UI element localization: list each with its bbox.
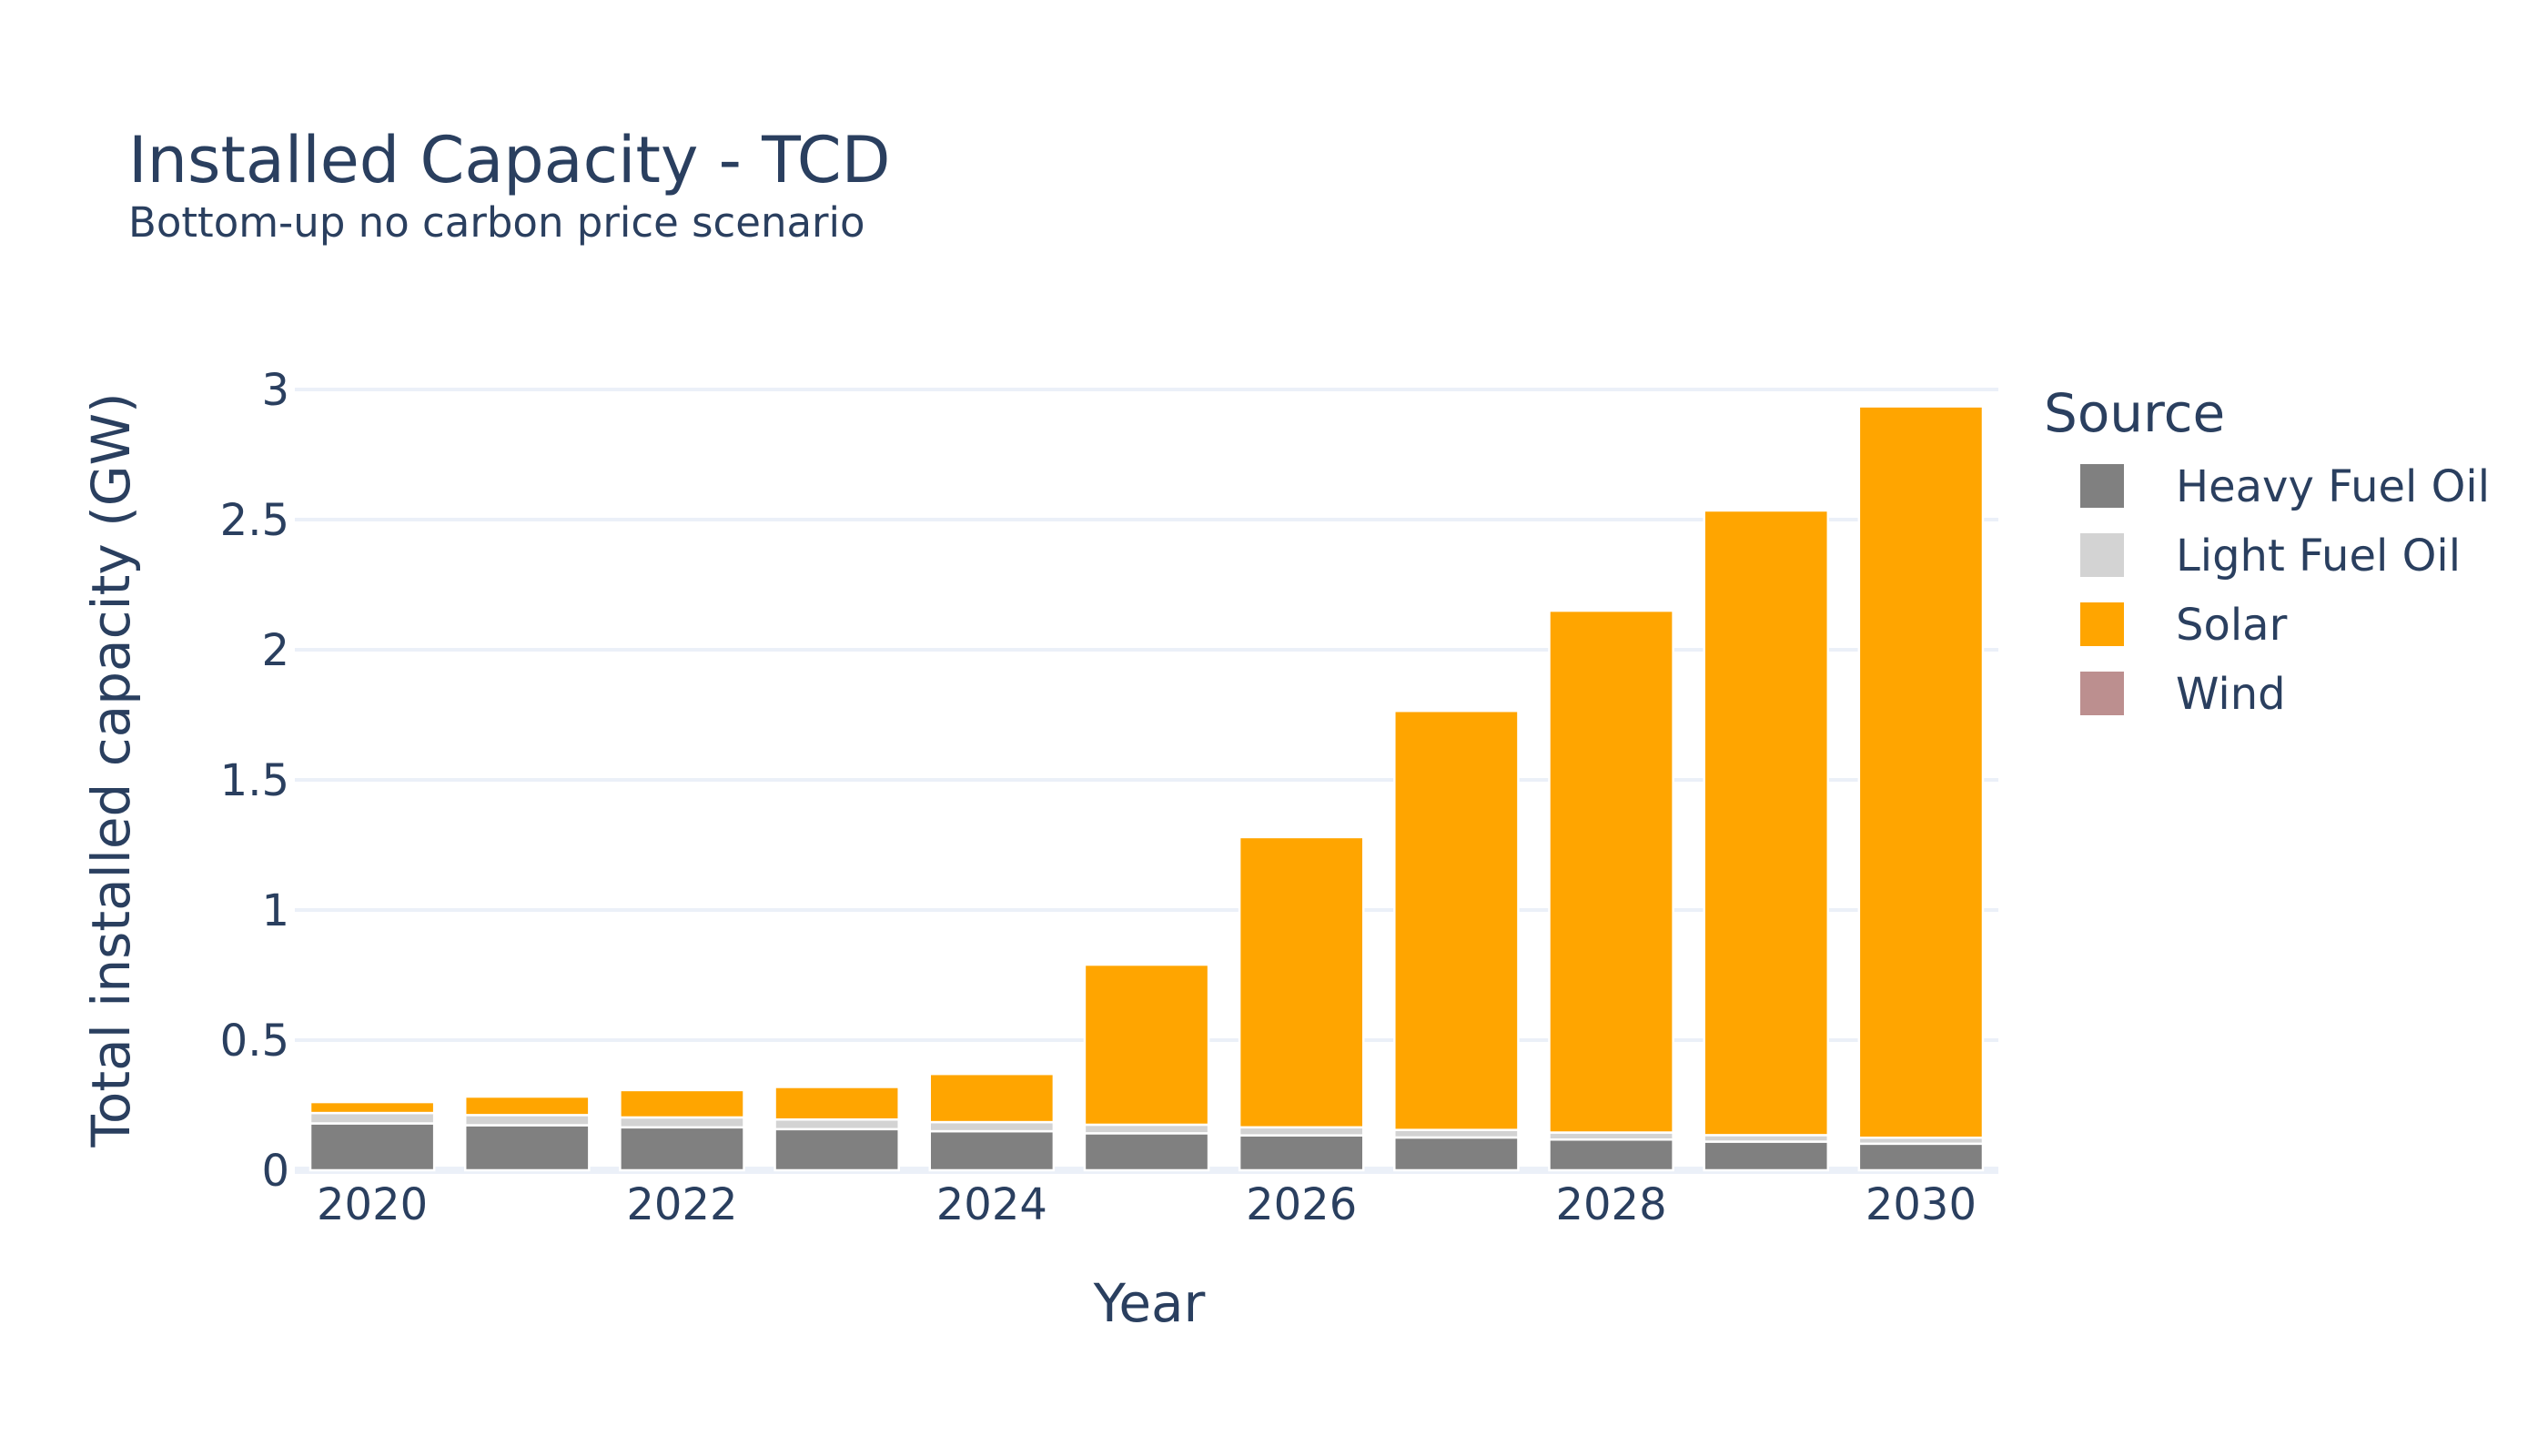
bar-segment <box>1393 709 1520 1131</box>
bar-segment <box>1238 835 1365 1129</box>
y-axis-ticks: 0 0.5 1 1.5 2 2.5 3 <box>220 365 289 1197</box>
bar-segment <box>1238 1134 1365 1172</box>
legend-label: Solar <box>2176 600 2288 651</box>
chart-subtitle: Bottom-up no carbon price scenario <box>128 198 865 247</box>
legend-swatch <box>2080 602 2124 646</box>
bar-segment <box>619 1088 745 1119</box>
bar-segment <box>463 1095 591 1117</box>
bar-segment <box>1238 1126 1365 1137</box>
bar-segment <box>928 1072 1056 1124</box>
x-tick-label: 2026 <box>1246 1179 1357 1230</box>
legend-swatch <box>2080 464 2124 508</box>
bar-segment <box>308 1111 436 1125</box>
bar-segment <box>619 1126 745 1172</box>
bar-segment <box>928 1129 1056 1172</box>
y-tick-label: 3 <box>261 365 289 416</box>
x-axis-title: Year <box>1093 1272 1206 1334</box>
x-tick-label: 2030 <box>1866 1179 1977 1230</box>
legend-swatch <box>2080 672 2124 715</box>
y-tick-label: 2 <box>261 625 289 676</box>
y-tick-label: 0 <box>261 1146 289 1197</box>
y-tick-label: 0.5 <box>220 1016 289 1067</box>
bar-segment <box>774 1086 900 1121</box>
y-tick-label: 1 <box>261 885 289 936</box>
bar-segment <box>774 1127 900 1172</box>
bar-segment <box>1857 1142 1985 1172</box>
legend-label: Wind <box>2176 669 2286 720</box>
bar-segment <box>928 1120 1056 1133</box>
legend-swatch <box>2080 533 2124 577</box>
bar-segment <box>1083 1132 1210 1172</box>
bar-segment <box>1548 1138 1674 1172</box>
bar-segment <box>1703 509 1830 1137</box>
y-tick-label: 2.5 <box>220 495 289 546</box>
x-axis-ticks: 2020 2022 2024 2026 2028 2030 <box>317 1179 1977 1230</box>
bar-segment <box>1083 963 1210 1127</box>
bar-segment <box>1857 405 1985 1139</box>
x-tick-label: 2024 <box>936 1179 1047 1230</box>
bar-segment <box>1393 1136 1520 1172</box>
bar-segment <box>619 1116 745 1129</box>
legend-label: Light Fuel Oil <box>2176 531 2461 581</box>
bar-segment <box>308 1100 436 1115</box>
x-tick-label: 2022 <box>626 1179 737 1230</box>
legend-label: Heavy Fuel Oil <box>2176 461 2490 512</box>
x-tick-label: 2020 <box>317 1179 428 1230</box>
bar-segment <box>463 1124 591 1172</box>
chart-title: Installed Capacity - TCD <box>128 123 891 197</box>
y-axis-title: Total installed capacity (GW) <box>80 392 142 1148</box>
bar-segment <box>1703 1140 1830 1172</box>
x-tick-label: 2028 <box>1555 1179 1666 1230</box>
bar-segment <box>1083 1123 1210 1135</box>
bar-segment <box>463 1114 591 1127</box>
legend: Source Heavy Fuel Oil Light Fuel Oil Solar… <box>2044 382 2490 720</box>
bar-segment <box>1548 609 1674 1134</box>
legend-items: Heavy Fuel Oil Light Fuel Oil Solar Wind <box>2080 461 2490 720</box>
bar-segment <box>308 1122 436 1172</box>
legend-title: Source <box>2044 382 2225 444</box>
y-tick-label: 1.5 <box>220 755 289 806</box>
bars <box>308 405 1985 1172</box>
bar-segment <box>774 1117 900 1131</box>
